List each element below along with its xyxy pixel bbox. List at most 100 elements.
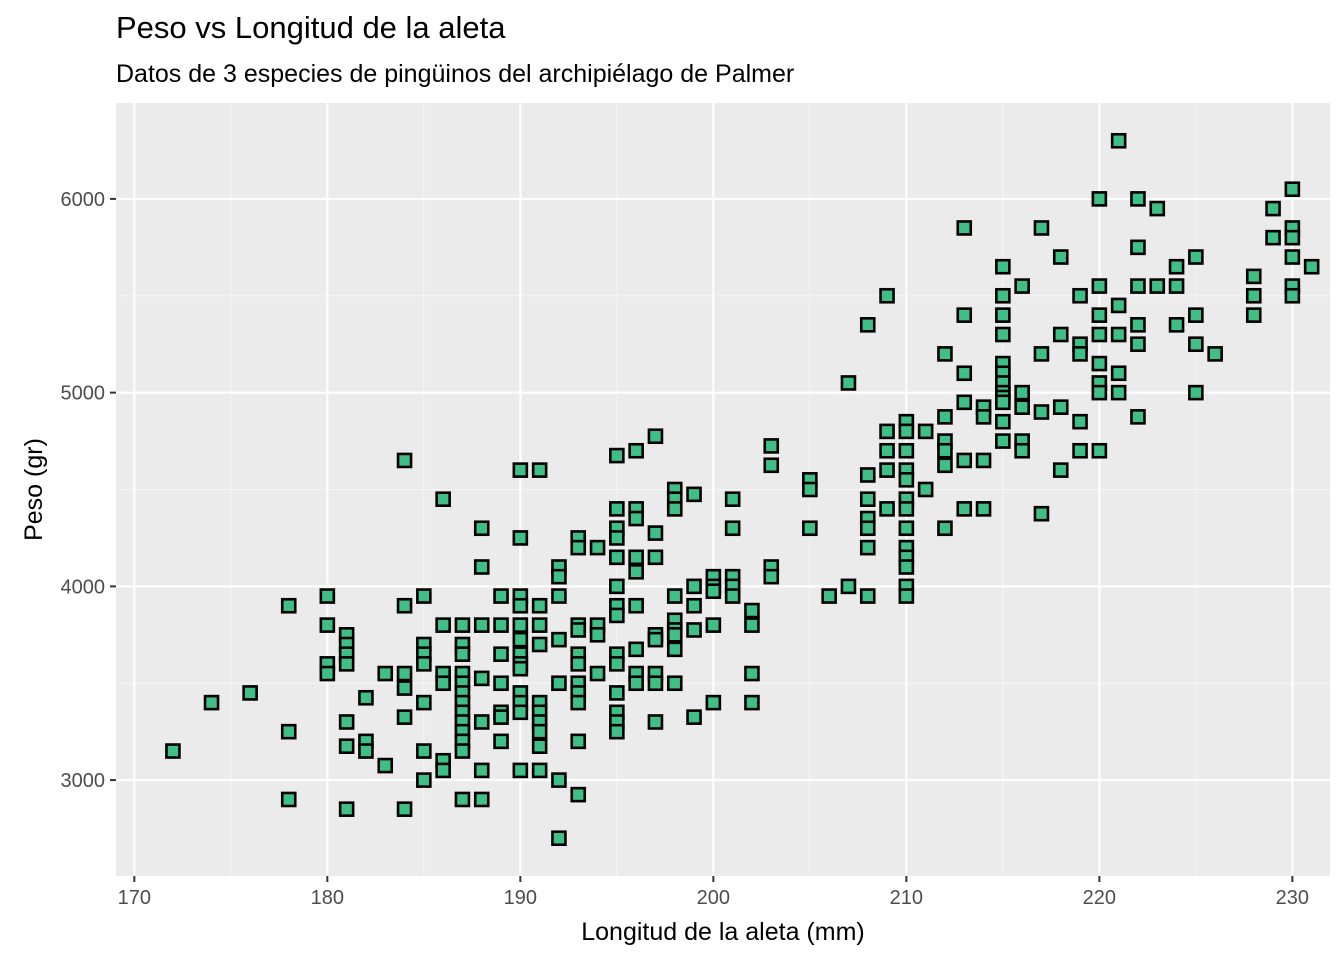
data-point [744,602,760,619]
data-point [859,491,876,507]
data-point [1149,278,1166,294]
data-point [203,694,220,711]
data-point [1052,399,1069,415]
data-point [975,409,992,425]
data-point [802,520,818,537]
data-point [1245,287,1262,304]
y-tick-label: 5000 [61,383,106,405]
data-point [570,733,587,750]
data-point [898,442,915,459]
data-point [570,656,587,672]
data-point [879,287,895,304]
data-point [319,588,336,604]
data-point [1188,336,1204,352]
data-point [879,462,895,478]
data-point [454,646,471,662]
data-point [512,631,529,648]
data-point [956,220,973,236]
x-axis-title: Longitud de la aleta (mm) [581,918,864,946]
data-point [338,714,355,730]
data-point [647,525,664,541]
data-point [1207,346,1223,362]
data-point [937,409,953,425]
data-point [802,481,818,498]
data-point [1284,229,1301,246]
data-point [609,578,625,595]
data-point [937,442,953,459]
data-point [1091,355,1108,372]
data-point [551,675,567,692]
data-point [377,757,394,774]
data-point [705,583,722,600]
data-point [570,694,587,711]
data-point [1091,326,1108,343]
data-point [995,307,1011,323]
data-point [898,423,915,440]
data-point [666,641,683,658]
data-point [242,685,258,701]
data-point [1168,317,1185,333]
data-point [531,762,548,779]
data-point [1130,239,1146,256]
data-point [628,564,644,580]
data-point [570,622,587,638]
data-point [917,423,934,440]
data-point [1303,258,1320,275]
y-axis-title: Peso (gr) [20,438,48,541]
y-tick-label: 3000 [61,770,106,792]
data-point [396,709,413,725]
data-point [609,530,625,546]
data-point [898,559,915,575]
data-point [859,317,876,333]
data-point [937,457,953,474]
data-point [744,694,760,711]
data-point [396,665,413,682]
data-point [396,680,413,696]
data-point [1284,287,1301,304]
data-point [879,423,895,440]
data-point [473,762,490,779]
data-point [165,743,181,759]
data-point [879,501,895,517]
data-point [1284,181,1301,198]
data-point [551,568,567,585]
data-point [1014,278,1030,294]
data-point [493,646,509,662]
data-point [995,326,1011,343]
data-point [647,714,664,730]
data-point [396,801,413,817]
data-point [705,694,722,711]
data-point [686,709,702,725]
data-point [763,457,780,474]
data-point [589,627,606,643]
data-point [1265,229,1281,246]
data-point [898,501,915,517]
data-point [1245,268,1262,285]
data-point [995,413,1011,430]
x-tick-label: 210 [890,887,923,909]
data-point [493,617,509,633]
data-point [531,738,548,754]
data-point [975,452,992,469]
data-point [319,617,336,633]
data-point [956,394,973,411]
data-point [512,617,529,633]
data-point [551,772,567,788]
data-point [840,375,857,391]
data-point [917,481,934,498]
data-point [435,762,451,779]
y-tick-label: 6000 [61,189,106,211]
data-point [666,627,683,643]
data-point [531,617,548,633]
x-tick-label: 230 [1276,887,1309,909]
x-tick-label: 200 [697,887,730,909]
data-point [280,723,297,740]
data-point [416,588,432,604]
data-point [1091,278,1108,294]
data-point [396,452,413,469]
data-point [1091,191,1108,207]
data-point [628,641,644,658]
data-point [416,694,432,711]
data-point [1149,200,1166,217]
